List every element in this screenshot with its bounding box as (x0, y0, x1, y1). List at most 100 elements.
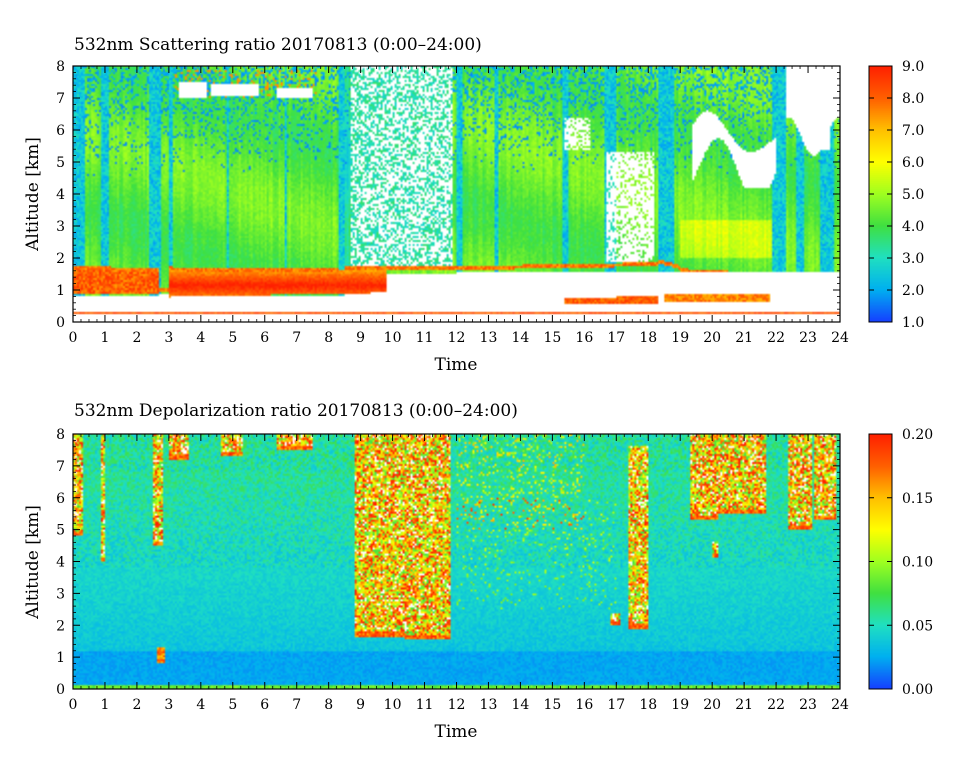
x-tick-label: 23 (799, 330, 817, 346)
x-tick-label: 24 (831, 330, 849, 346)
x-tick-label: 21 (735, 697, 753, 713)
x-tick-label: 12 (448, 697, 466, 713)
y-tick-label: 3 (56, 586, 65, 602)
x-tick-label: 11 (416, 330, 434, 346)
heatmap-image (73, 66, 840, 322)
colorbar-tick-label: 0.10 (902, 555, 933, 571)
x-tick-label: 15 (543, 697, 561, 713)
colorbar-tick-label: 4.0 (902, 219, 924, 235)
y-tick-label: 4 (56, 187, 65, 203)
chart-title: 532nm Scattering ratio 20170813 (0:00–24… (74, 35, 482, 55)
heatmap-image (73, 434, 840, 689)
x-axis-label: Time (435, 722, 478, 742)
x-tick-label: 19 (671, 697, 689, 713)
x-tick-label: 20 (703, 697, 721, 713)
colorbar-tick-label: 0.05 (902, 618, 933, 634)
y-tick-label: 2 (56, 251, 65, 267)
x-tick-label: 9 (356, 330, 365, 346)
x-tick-label: 9 (356, 697, 365, 713)
x-tick-label: 18 (639, 330, 657, 346)
x-tick-label: 0 (69, 697, 78, 713)
colorbar-tick-label: 5.0 (902, 187, 924, 203)
x-tick-label: 13 (480, 330, 498, 346)
x-tick-label: 10 (384, 330, 402, 346)
x-tick-label: 7 (292, 697, 301, 713)
x-tick-label: 2 (132, 330, 141, 346)
y-tick-label: 2 (56, 618, 65, 634)
x-axis-ticks: 0 1 2 3 4 5 6 7 8 9 10 11 12 13 14 15 16 17 18 19 20 21 22 23 24 (69, 434, 849, 713)
x-tick-label: 13 (480, 697, 498, 713)
y-tick-label: 8 (56, 427, 65, 443)
colorbar-ticks: 0.00 0.05 0.10 0.15 0.20 (869, 427, 933, 698)
x-tick-label: 6 (260, 697, 269, 713)
colorbar-tick-label: 0.20 (902, 427, 933, 443)
x-tick-label: 4 (196, 697, 205, 713)
x-tick-label: 8 (324, 330, 333, 346)
x-tick-label: 16 (575, 330, 593, 346)
x-tick-label: 17 (607, 697, 625, 713)
panel-depolarization-ratio: 532nm Depolarization ratio 20170813 (0:0… (23, 401, 933, 742)
x-tick-label: 5 (228, 697, 237, 713)
x-tick-label: 5 (228, 330, 237, 346)
x-tick-label: 22 (767, 330, 785, 346)
x-tick-label: 20 (703, 330, 721, 346)
x-tick-label: 21 (735, 330, 753, 346)
y-tick-label: 7 (56, 459, 65, 475)
y-tick-label: 0 (56, 315, 65, 331)
y-tick-label: 0 (56, 682, 65, 698)
y-axis-ticks: 0 1 2 3 4 5 6 7 8 (56, 59, 840, 331)
colorbar-tick-label: 6.0 (902, 155, 924, 171)
x-tick-label: 16 (575, 697, 593, 713)
x-tick-label: 1 (100, 330, 109, 346)
colorbar-tick-label: 8.0 (902, 91, 924, 107)
colorbar-tick-label: 0.00 (902, 682, 933, 698)
x-tick-label: 24 (831, 697, 849, 713)
x-tick-label: 7 (292, 330, 301, 346)
y-tick-label: 4 (56, 555, 65, 571)
colorbar (869, 434, 892, 689)
x-tick-label: 15 (543, 330, 561, 346)
x-tick-label: 23 (799, 697, 817, 713)
colorbar-tick-label: 0.15 (902, 491, 933, 507)
colorbar-tick-label: 2.0 (902, 283, 924, 299)
y-tick-label: 5 (56, 155, 65, 171)
x-tick-label: 17 (607, 330, 625, 346)
x-tick-label: 12 (448, 330, 466, 346)
colorbar-tick-label: 3.0 (902, 251, 924, 267)
colorbar-tick-label: 9.0 (902, 59, 924, 75)
x-axis-label: Time (435, 355, 478, 375)
x-tick-label: 18 (639, 697, 657, 713)
x-tick-label: 0 (69, 330, 78, 346)
x-tick-label: 8 (324, 697, 333, 713)
x-axis-ticks: 0 1 2 3 4 5 6 7 8 9 10 11 12 13 14 15 16 17 18 19 20 21 22 23 24 (69, 66, 849, 346)
x-tick-label: 4 (196, 330, 205, 346)
colorbar-tick-label: 7.0 (902, 123, 924, 139)
y-tick-label: 6 (56, 491, 65, 507)
panel-scattering-ratio: 532nm Scattering ratio 20170813 (0:00–24… (23, 35, 924, 375)
colorbar-ticks: 1.0 2.0 3.0 4.0 5.0 6.0 7.0 8.0 9.0 (869, 59, 924, 331)
x-tick-label: 14 (512, 697, 530, 713)
chart-title: 532nm Depolarization ratio 20170813 (0:0… (74, 401, 518, 421)
colorbar (869, 66, 892, 322)
x-tick-label: 19 (671, 330, 689, 346)
x-tick-label: 6 (260, 330, 269, 346)
y-tick-label: 1 (56, 283, 65, 299)
colorbar-tick-label: 1.0 (902, 315, 924, 331)
y-tick-label: 7 (56, 91, 65, 107)
x-tick-label: 14 (512, 330, 530, 346)
y-tick-label: 5 (56, 523, 65, 539)
y-axis-label: Altitude [km] (23, 505, 43, 620)
x-tick-label: 11 (416, 697, 434, 713)
y-tick-label: 6 (56, 123, 65, 139)
y-tick-label: 1 (56, 650, 65, 666)
y-tick-label: 3 (56, 219, 65, 235)
x-tick-label: 1 (100, 697, 109, 713)
y-axis-ticks: 0 1 2 3 4 5 6 7 8 (56, 427, 840, 698)
x-tick-label: 3 (164, 697, 173, 713)
x-tick-label: 22 (767, 697, 785, 713)
x-tick-label: 2 (132, 697, 141, 713)
y-tick-label: 8 (56, 59, 65, 75)
x-tick-label: 10 (384, 697, 402, 713)
